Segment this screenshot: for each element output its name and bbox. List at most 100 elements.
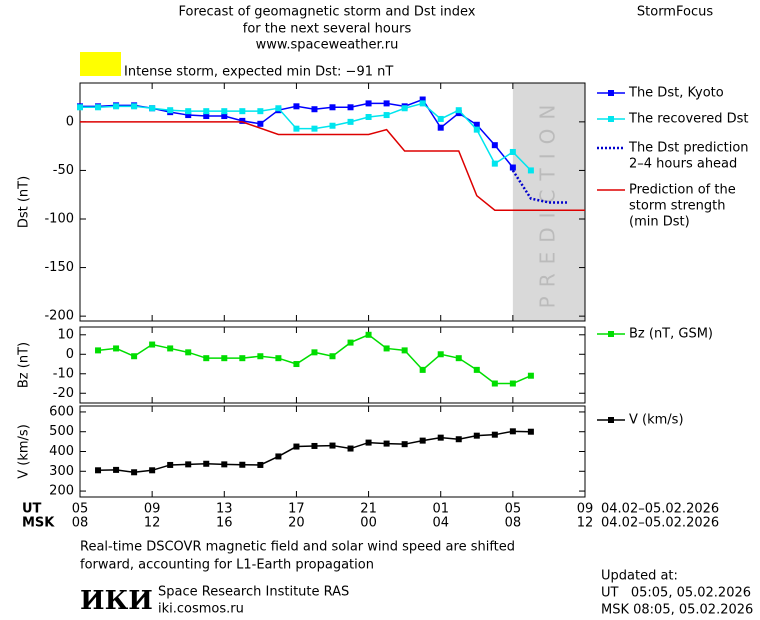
point — [329, 353, 336, 360]
alert: Intense storm, expected min Dst: −91 nT — [124, 65, 393, 80]
x-tick-label: 09 — [144, 502, 161, 517]
y-axis-label: V (km/s) — [17, 424, 32, 479]
y-tick-label: -100 — [44, 212, 74, 227]
point — [203, 355, 210, 362]
title: Forecast of geomagnetic storm and Dst in… — [178, 5, 475, 20]
point — [329, 122, 336, 129]
point — [437, 434, 444, 441]
brand: StormFocus — [637, 5, 713, 20]
x-tick-label: 21 — [360, 502, 377, 517]
point — [509, 428, 516, 435]
point — [95, 467, 102, 474]
x-tick-label: 05 — [72, 502, 89, 517]
point — [113, 103, 120, 110]
point — [131, 103, 138, 110]
legend-label: The recovered Dst — [628, 112, 748, 127]
point — [221, 355, 228, 362]
point — [311, 442, 318, 449]
point — [185, 108, 192, 115]
x-tick-label: 01 — [432, 502, 449, 517]
y-tick-label: 500 — [49, 424, 74, 439]
point — [419, 437, 426, 444]
y-tick-label: 600 — [49, 404, 74, 419]
point — [149, 341, 156, 348]
point — [473, 121, 480, 128]
point — [347, 118, 354, 125]
legend-label: storm strength — [629, 199, 726, 214]
point — [473, 366, 480, 373]
site: iki.cosmos.ru — [158, 602, 244, 617]
point — [131, 469, 138, 476]
point — [527, 167, 534, 174]
legend-marker — [608, 417, 614, 423]
legend-label: Prediction of the — [629, 183, 736, 198]
y-tick-label: -50 — [53, 163, 74, 178]
point — [437, 351, 444, 358]
point — [167, 461, 174, 468]
x-tick-label: 17 — [288, 502, 305, 517]
y-axis-label: Dst (nT) — [17, 176, 32, 228]
x-tick-label-msk: 16 — [216, 516, 233, 531]
point — [95, 104, 102, 111]
point — [293, 443, 300, 450]
point — [527, 372, 534, 379]
point — [509, 164, 516, 171]
x-tick-label-msk: 08 — [505, 516, 522, 531]
point — [347, 104, 354, 111]
y-axis-label: Bz (nT) — [17, 342, 32, 388]
point — [293, 361, 300, 368]
x-tick-label: 09 — [577, 502, 594, 517]
point — [239, 355, 246, 362]
point — [293, 103, 300, 110]
plot-frame — [79, 82, 586, 322]
point — [437, 124, 444, 131]
y-tick-label: 400 — [49, 444, 74, 459]
point — [95, 347, 102, 354]
point — [257, 461, 264, 468]
ut-range: 04.02–05.02.2026 — [601, 502, 719, 517]
point — [365, 439, 372, 446]
point — [203, 108, 210, 115]
point — [257, 120, 264, 127]
x-tick-label: 05 — [505, 502, 522, 517]
alert-swatch — [80, 52, 121, 76]
institute: Space Research Institute RAS — [158, 585, 349, 600]
series-line — [511, 169, 567, 204]
x-tick-label-msk: 20 — [288, 516, 305, 531]
point — [113, 466, 120, 473]
x-tick-label-msk: 04 — [432, 516, 449, 531]
point — [185, 112, 192, 119]
y-tick-label: 0 — [66, 114, 74, 129]
prediction-label: PREDICTION — [535, 96, 559, 309]
y-tick-label: -150 — [44, 260, 74, 275]
x-tick-label-msk: 12 — [144, 516, 161, 531]
point — [491, 380, 498, 387]
point — [419, 366, 426, 373]
point — [365, 100, 372, 107]
point — [383, 345, 390, 352]
x-tick-label-msk: 08 — [72, 516, 89, 531]
point — [293, 125, 300, 132]
series-line — [80, 121, 585, 212]
point — [437, 115, 444, 122]
point — [113, 345, 120, 352]
point — [455, 436, 462, 443]
point — [347, 445, 354, 452]
y-tick-label: 300 — [49, 464, 74, 479]
point — [383, 100, 390, 107]
legend-marker — [608, 331, 614, 337]
point — [383, 440, 390, 447]
note: forward, accounting for L1-Earth propaga… — [80, 558, 374, 573]
legend-label: 2–4 hours ahead — [629, 157, 737, 172]
updated-msk: MSK 08:05, 05.02.2026 — [601, 603, 753, 618]
point — [491, 142, 498, 149]
x-tick-label-msk: 12 — [577, 516, 594, 531]
point — [239, 108, 246, 115]
point — [131, 353, 138, 360]
point — [185, 461, 192, 468]
y-tick-label: -20 — [53, 386, 74, 401]
point — [239, 461, 246, 468]
point — [383, 112, 390, 119]
point — [527, 428, 534, 435]
updated-ut: UT 05:05, 05.02.2026 — [601, 586, 751, 601]
